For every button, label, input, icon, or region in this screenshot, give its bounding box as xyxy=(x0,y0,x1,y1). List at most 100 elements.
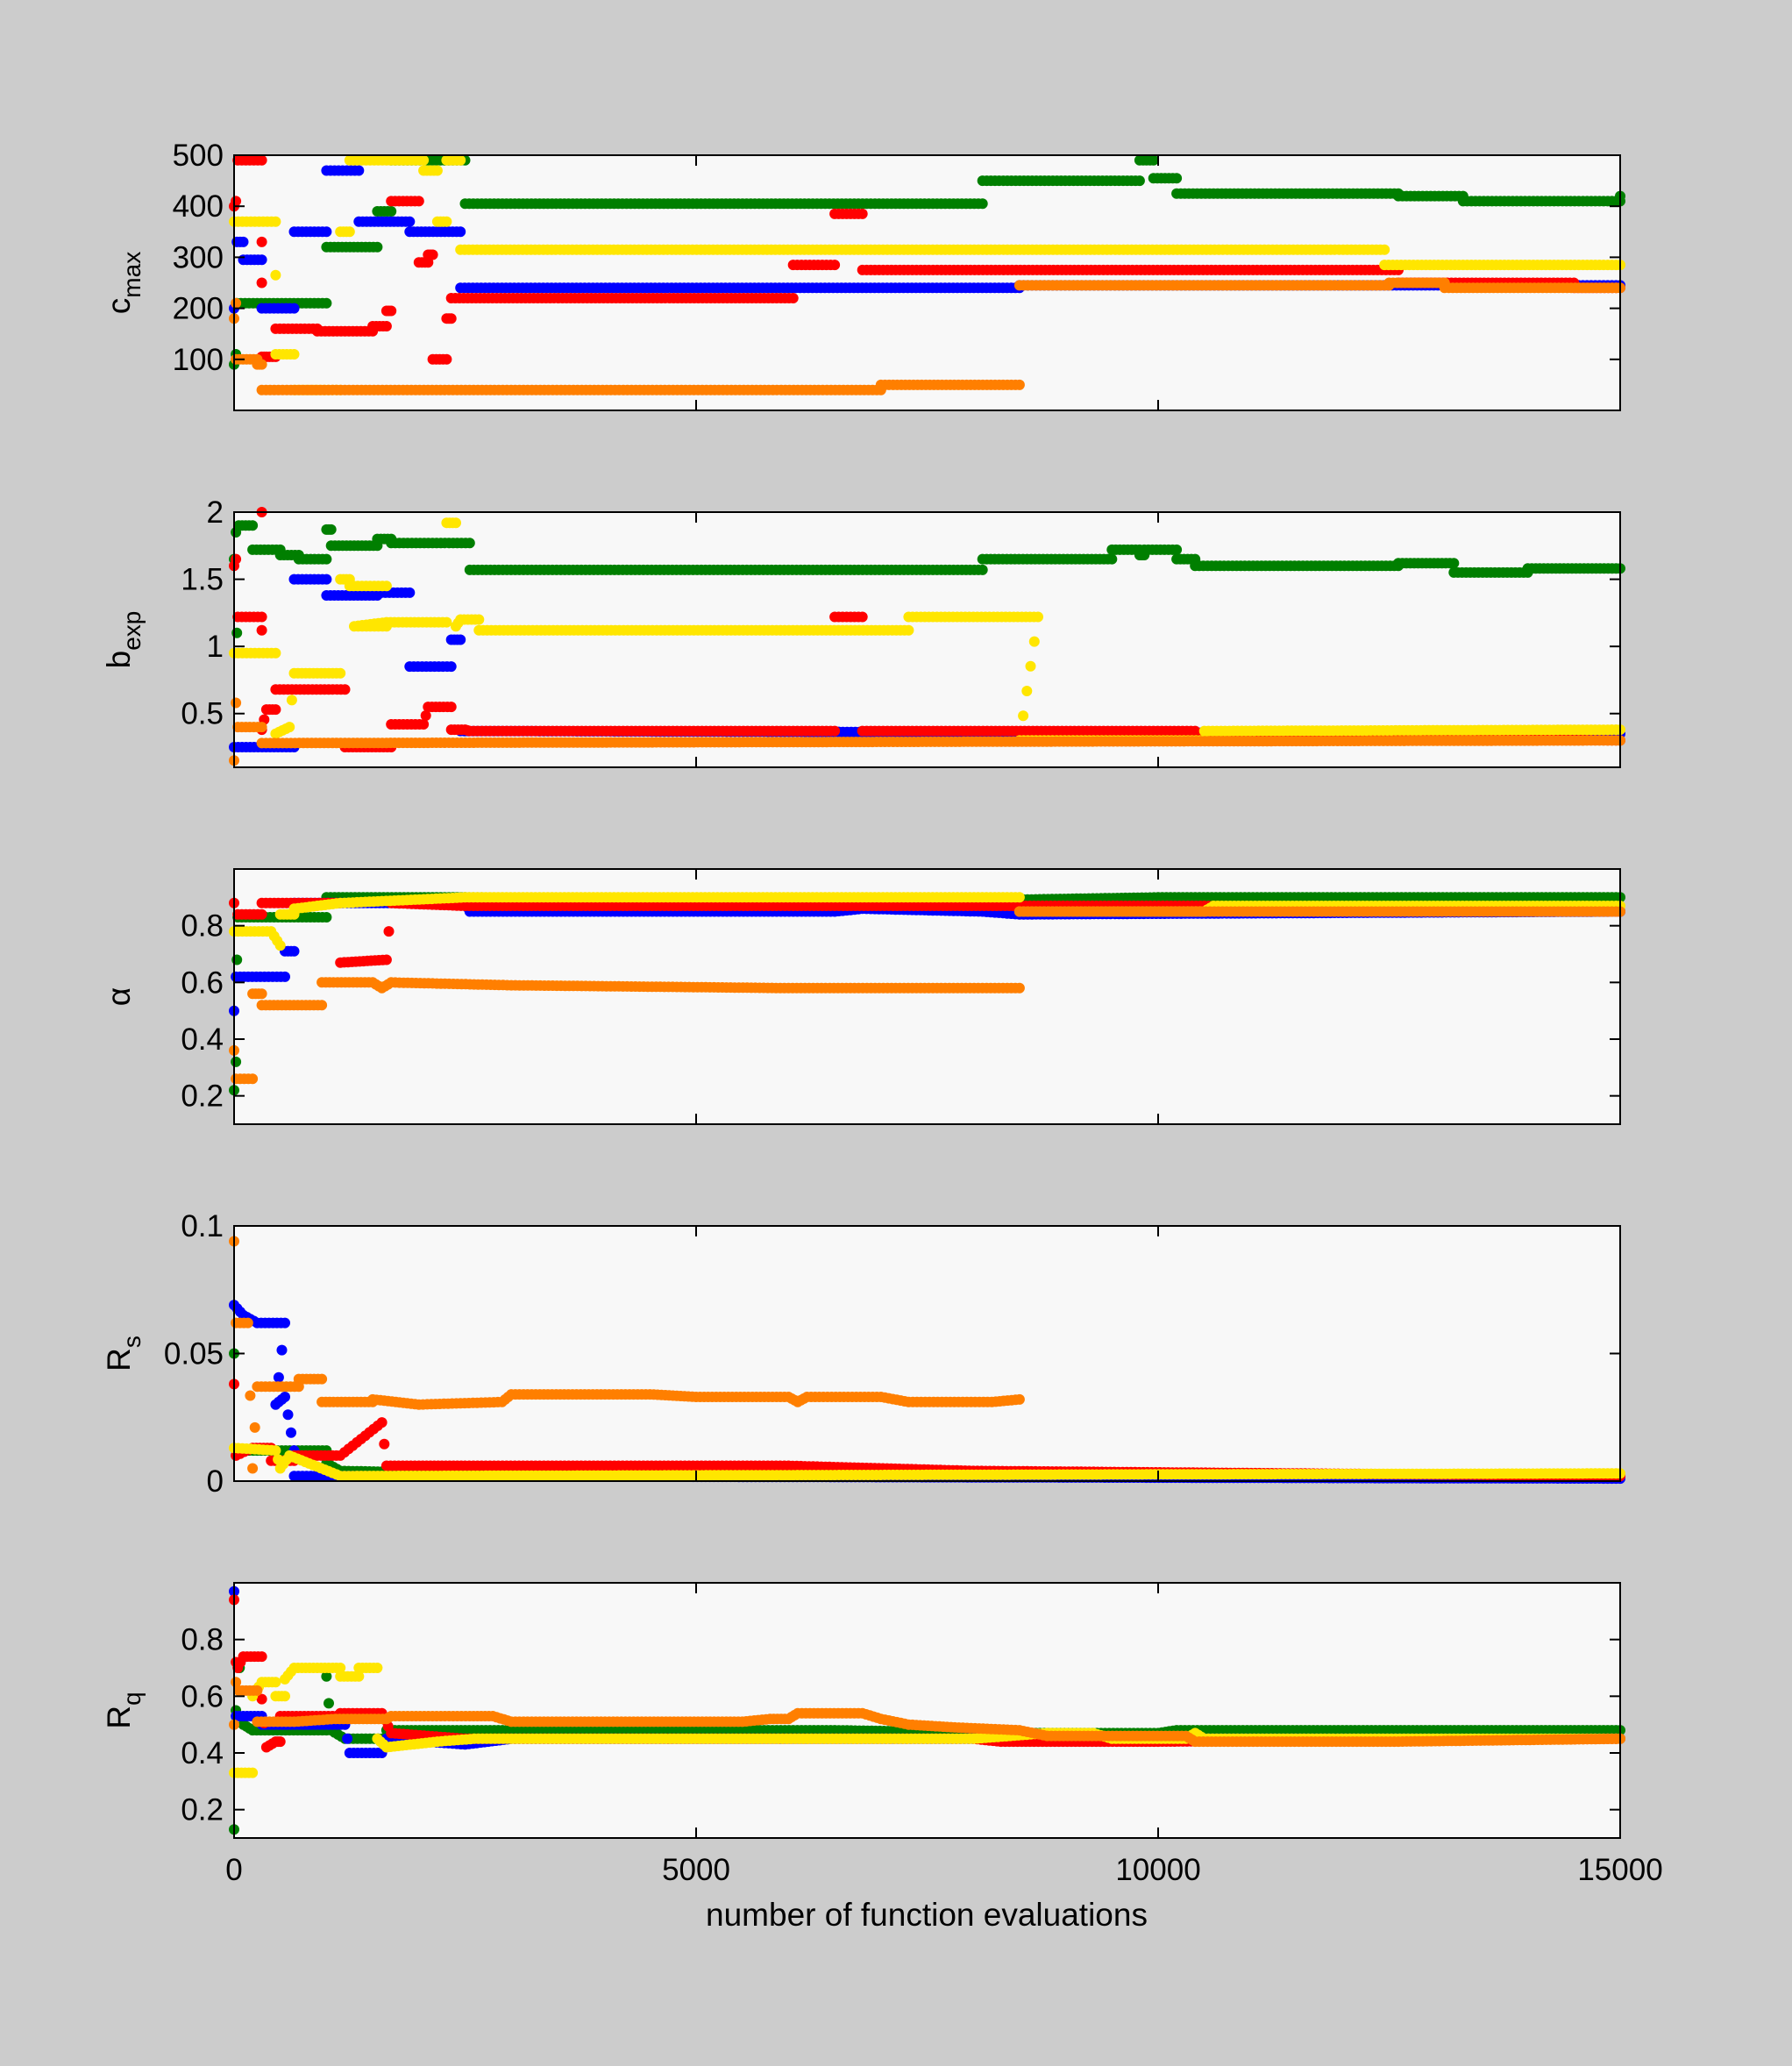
data-point xyxy=(238,236,249,247)
y-axis-label: bexp xyxy=(101,611,146,669)
axes-layer: 100200300400500cmax0.511.52bexp0.20.40.6… xyxy=(101,139,1663,1887)
data-point xyxy=(857,611,868,623)
data-point xyxy=(413,196,424,207)
series-orange xyxy=(229,906,1625,1085)
data-point xyxy=(386,206,397,217)
series-green xyxy=(229,520,1625,638)
data-point xyxy=(270,216,281,227)
data-point xyxy=(464,538,475,549)
data-point xyxy=(1448,558,1460,569)
data-point xyxy=(1134,175,1145,187)
data-point xyxy=(441,616,452,628)
data-point xyxy=(286,695,297,706)
data-point xyxy=(1013,379,1025,390)
data-point xyxy=(288,303,300,314)
data-point xyxy=(420,710,431,721)
data-point xyxy=(418,154,430,166)
y-tick-label: 100 xyxy=(173,343,224,377)
data-point xyxy=(455,226,466,238)
data-point xyxy=(380,954,392,965)
data-point xyxy=(380,581,392,592)
data-point xyxy=(445,661,457,673)
data-point xyxy=(231,297,242,309)
data-point xyxy=(325,524,337,535)
data-point xyxy=(256,611,267,623)
data-point xyxy=(418,719,430,730)
data-point xyxy=(321,226,332,238)
series-group xyxy=(229,892,1625,1096)
axes-frame xyxy=(233,154,1621,411)
data-point xyxy=(451,517,461,529)
data-point xyxy=(270,269,281,281)
data-point xyxy=(1379,244,1390,255)
data-point xyxy=(829,725,841,737)
data-point xyxy=(857,208,868,219)
series-red xyxy=(229,154,1625,365)
data-point xyxy=(441,353,452,365)
data-point xyxy=(1013,892,1025,903)
y-tick-label: 1.5 xyxy=(181,563,224,597)
data-point xyxy=(231,196,242,207)
data-point xyxy=(445,313,457,324)
data-point xyxy=(383,926,395,937)
y-tick-label: 200 xyxy=(173,292,224,326)
data-point xyxy=(339,684,351,695)
data-point xyxy=(1106,553,1118,565)
data-point xyxy=(353,165,365,176)
data-point xyxy=(903,624,914,636)
data-point xyxy=(280,971,290,982)
data-point xyxy=(1171,173,1183,184)
data-point xyxy=(445,702,457,713)
data-point xyxy=(431,165,443,176)
series-orange xyxy=(229,277,1625,395)
data-point xyxy=(977,198,988,210)
data-point xyxy=(455,154,466,166)
series-orange xyxy=(229,697,1625,766)
data-point xyxy=(1148,154,1159,166)
series-group xyxy=(229,507,1625,766)
data-point xyxy=(231,1056,242,1067)
data-point xyxy=(977,564,988,575)
data-point xyxy=(1021,686,1033,696)
data-point xyxy=(829,260,841,271)
y-tick-label: 500 xyxy=(173,139,224,173)
y-tick-label: 300 xyxy=(173,240,224,274)
y-axis-label: cmax xyxy=(101,252,146,314)
series-group xyxy=(229,154,1625,395)
data-point xyxy=(321,553,332,565)
axes-panel: 0.20.40.60.8α xyxy=(101,868,1625,1125)
data-point xyxy=(1025,660,1036,672)
data-point xyxy=(256,254,267,266)
data-point xyxy=(247,1073,259,1085)
data-point xyxy=(1018,710,1029,722)
data-point xyxy=(1028,636,1040,647)
data-point xyxy=(344,226,355,238)
data-point xyxy=(335,667,346,679)
data-point xyxy=(256,154,267,166)
data-point xyxy=(1171,544,1183,555)
data-point xyxy=(270,704,281,716)
y-tick-label: 2 xyxy=(207,495,224,530)
data-point xyxy=(372,241,383,253)
data-point xyxy=(386,305,397,317)
data-point xyxy=(427,249,438,260)
data-point xyxy=(380,321,392,331)
data-point xyxy=(270,647,281,659)
y-tick-label: 400 xyxy=(173,189,224,224)
data-point xyxy=(321,912,332,923)
data-point xyxy=(256,277,267,289)
data-point xyxy=(256,359,267,370)
data-point xyxy=(256,722,267,733)
data-point xyxy=(787,293,799,303)
data-point xyxy=(284,722,295,733)
data-point xyxy=(321,573,332,585)
data-point xyxy=(316,1000,328,1011)
data-point xyxy=(321,297,332,309)
data-point xyxy=(404,587,416,598)
data-point xyxy=(274,940,286,951)
y-tick-label: 1 xyxy=(207,630,224,664)
data-point xyxy=(256,236,267,247)
data-point xyxy=(256,624,267,636)
